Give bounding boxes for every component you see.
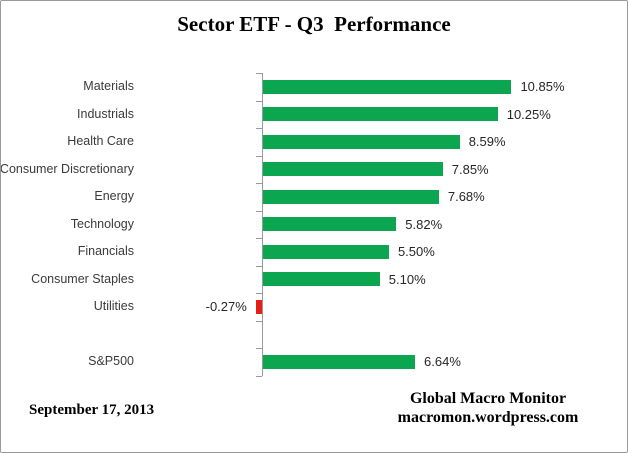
value-label: -0.27% [205, 299, 247, 314]
bar [263, 272, 380, 287]
bar [263, 79, 512, 94]
axis-tick [256, 155, 262, 157]
category-label: Industrials [77, 106, 134, 121]
value-label: 6.64% [424, 354, 461, 369]
axis-tick [256, 348, 262, 349]
axis-tick [256, 265, 262, 267]
category-label: Utilities [93, 299, 134, 313]
bar [263, 354, 416, 369]
category-label: Materials [83, 79, 134, 93]
axis-tick [256, 73, 262, 74]
bar [263, 162, 443, 177]
axis-tick [256, 375, 262, 377]
value-label: 5.10% [388, 271, 426, 287]
chart-title: Sector ETF - Q3 Performance [177, 12, 451, 36]
plot-area: Materials 10.85% Industrials 10.25% Health C… [0, 73, 627, 377]
axis-tick [256, 293, 262, 294]
category-label: Financials [77, 244, 134, 258]
axis-tick [256, 100, 262, 102]
category-label: Health Care [67, 134, 134, 148]
bar [263, 217, 397, 232]
value-label: 10.25% [506, 106, 551, 122]
category-label: Technology [70, 216, 134, 231]
axis-tick [256, 183, 262, 184]
attribution-line-1: Global Macro Monitor [409, 390, 567, 407]
value-label: 8.59% [468, 134, 506, 149]
bar [255, 299, 262, 314]
bar [263, 189, 439, 204]
attribution-line-2: macromon.wordpress.com [397, 409, 579, 426]
value-label: 5.50% [397, 244, 435, 259]
attribution: Global Macro Monitor macromon.wordpress.… [347, 389, 627, 427]
date-label: September 17, 2013 [29, 402, 155, 418]
axis-tick [256, 320, 262, 322]
axis-tick [256, 210, 262, 212]
category-label: Consumer Staples [31, 271, 134, 286]
value-label: 10.85% [520, 79, 565, 94]
category-label: Energy [94, 189, 134, 203]
bar [263, 107, 498, 122]
value-label: 5.82% [405, 216, 443, 232]
category-label: Consumer Discretionary [0, 161, 134, 176]
axis-tick [256, 128, 262, 129]
value-label: 7.85% [451, 161, 489, 177]
axis-tick [256, 238, 262, 239]
category-axis-line [262, 73, 263, 376]
value-label: 7.68% [447, 189, 485, 204]
bar [263, 244, 389, 259]
category-label: S&P500 [88, 354, 134, 368]
bar [263, 134, 460, 149]
